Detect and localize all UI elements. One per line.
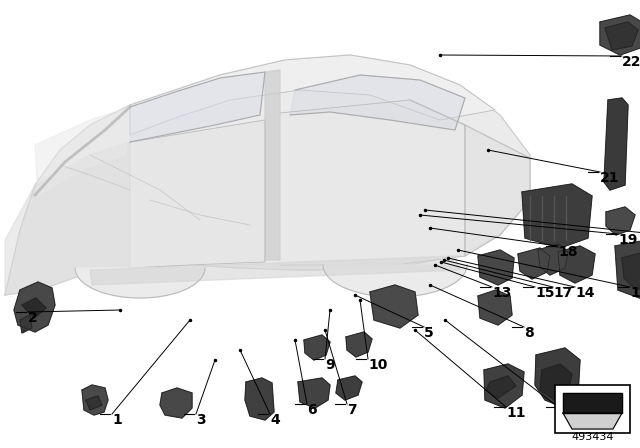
Polygon shape xyxy=(478,290,512,325)
Text: 1: 1 xyxy=(112,413,122,427)
Polygon shape xyxy=(82,385,108,415)
Polygon shape xyxy=(304,335,330,360)
Polygon shape xyxy=(558,246,595,283)
Polygon shape xyxy=(622,250,640,290)
Text: 12: 12 xyxy=(558,406,577,420)
Text: 10: 10 xyxy=(368,358,387,372)
Polygon shape xyxy=(5,142,130,295)
Polygon shape xyxy=(540,364,572,400)
Polygon shape xyxy=(336,376,362,400)
Polygon shape xyxy=(14,282,55,332)
Polygon shape xyxy=(486,376,516,398)
Text: 3: 3 xyxy=(196,413,205,427)
Bar xyxy=(555,385,630,433)
Text: 22: 22 xyxy=(622,55,640,69)
Polygon shape xyxy=(290,75,465,130)
Polygon shape xyxy=(600,15,640,55)
Polygon shape xyxy=(160,388,192,418)
Polygon shape xyxy=(35,107,130,195)
Polygon shape xyxy=(245,378,274,420)
Text: 21: 21 xyxy=(600,171,620,185)
Polygon shape xyxy=(130,55,495,135)
Polygon shape xyxy=(323,265,467,297)
Text: 19: 19 xyxy=(618,233,637,247)
Polygon shape xyxy=(538,244,568,275)
Polygon shape xyxy=(22,298,46,318)
Text: 16: 16 xyxy=(630,286,640,300)
Text: 493434: 493434 xyxy=(572,432,614,442)
Polygon shape xyxy=(615,238,640,300)
Text: 8: 8 xyxy=(524,326,534,340)
Polygon shape xyxy=(5,55,530,295)
Text: 4: 4 xyxy=(270,413,280,427)
Text: 9: 9 xyxy=(325,358,335,372)
Polygon shape xyxy=(265,70,280,260)
Polygon shape xyxy=(346,332,372,357)
Polygon shape xyxy=(298,378,330,408)
Polygon shape xyxy=(605,22,638,50)
Polygon shape xyxy=(20,315,32,333)
Text: 2: 2 xyxy=(28,311,38,325)
Text: 13: 13 xyxy=(492,286,511,300)
Polygon shape xyxy=(604,98,628,190)
Text: 18: 18 xyxy=(558,245,577,259)
Polygon shape xyxy=(370,285,418,328)
Polygon shape xyxy=(563,393,622,413)
Text: 15: 15 xyxy=(535,286,554,300)
Polygon shape xyxy=(130,72,265,142)
Polygon shape xyxy=(535,348,580,408)
Polygon shape xyxy=(130,120,265,268)
Text: 14: 14 xyxy=(575,286,595,300)
Polygon shape xyxy=(280,100,465,265)
Polygon shape xyxy=(522,184,592,248)
Polygon shape xyxy=(90,256,460,285)
Polygon shape xyxy=(563,413,622,429)
Polygon shape xyxy=(478,250,514,285)
Text: 17: 17 xyxy=(553,286,572,300)
Polygon shape xyxy=(484,364,524,408)
Polygon shape xyxy=(86,396,102,410)
Text: 7: 7 xyxy=(347,403,356,417)
Polygon shape xyxy=(410,100,530,256)
Polygon shape xyxy=(75,268,205,298)
Polygon shape xyxy=(606,207,635,235)
Text: 5: 5 xyxy=(424,326,434,340)
Text: 11: 11 xyxy=(506,406,525,420)
Text: 6: 6 xyxy=(307,403,317,417)
Polygon shape xyxy=(518,248,550,279)
